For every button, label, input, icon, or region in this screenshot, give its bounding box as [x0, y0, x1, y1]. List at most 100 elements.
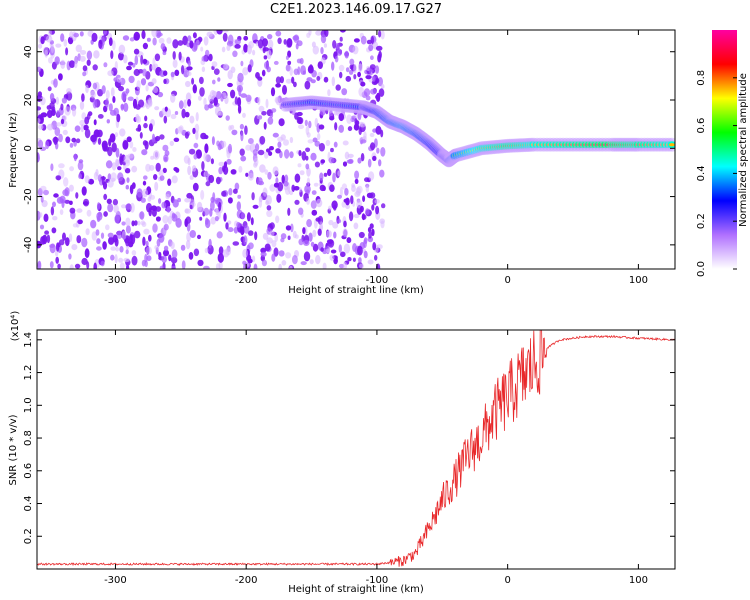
noise-speckle	[121, 204, 127, 209]
noise-speckle	[86, 50, 93, 60]
noise-speckle	[289, 151, 294, 159]
colorbar-tick-label: 0.2	[696, 213, 707, 229]
noise-speckle	[244, 125, 248, 135]
noise-speckle	[152, 86, 159, 94]
noise-speckle	[345, 67, 350, 73]
noise-speckle	[84, 175, 90, 184]
noise-speckle	[344, 50, 349, 59]
noise-speckle	[207, 244, 214, 255]
noise-speckle	[200, 46, 204, 52]
noise-speckle	[294, 199, 300, 205]
noise-speckle	[110, 254, 115, 261]
y-tick-label: 1.4	[23, 332, 34, 348]
noise-speckle	[350, 195, 354, 205]
noise-speckle	[153, 174, 158, 180]
noise-speckle	[304, 184, 311, 194]
noise-speckle	[82, 65, 88, 72]
noise-speckle	[345, 204, 350, 210]
noise-speckle	[232, 241, 240, 246]
noise-speckle	[276, 193, 282, 203]
noise-speckle	[262, 232, 269, 240]
snr-frame	[36, 329, 676, 570]
noise-speckle	[148, 234, 152, 242]
noise-speckle	[73, 32, 79, 38]
noise-speckle	[146, 37, 151, 42]
noise-speckle	[269, 230, 275, 237]
snr-background	[37, 330, 675, 569]
noise-speckle	[353, 222, 359, 230]
noise-speckle	[266, 49, 272, 60]
noise-speckle	[145, 84, 149, 92]
noise-speckle	[291, 184, 296, 192]
noise-speckle	[223, 212, 227, 222]
noise-speckle	[74, 263, 81, 269]
noise-speckle	[242, 248, 248, 258]
noise-speckle	[163, 154, 169, 163]
snr-y-axis-label: SNR (10 * v/v)	[8, 414, 19, 485]
noise-speckle	[162, 249, 170, 257]
noise-speckle	[60, 118, 65, 125]
noise-speckle	[377, 53, 382, 63]
noise-speckle	[351, 185, 356, 192]
noise-speckle	[225, 222, 229, 230]
noise-speckle	[163, 245, 169, 252]
noise-speckle	[81, 237, 88, 248]
noise-speckle	[242, 112, 246, 118]
noise-speckle	[257, 76, 263, 81]
noise-speckle	[187, 60, 191, 67]
noise-speckle	[370, 55, 374, 60]
noise-speckle	[230, 89, 236, 99]
noise-speckle	[107, 203, 114, 213]
noise-speckle	[188, 148, 196, 155]
noise-speckle	[86, 59, 91, 66]
noise-speckle	[186, 192, 193, 199]
noise-speckle	[142, 42, 148, 50]
snr-y-exponent-label: (x10⁴)	[10, 311, 21, 342]
noise-speckle	[299, 170, 305, 176]
noise-speckle	[77, 219, 83, 225]
noise-speckle	[93, 262, 97, 269]
noise-speckle	[183, 155, 190, 164]
noise-speckle	[226, 44, 231, 52]
noise-speckle	[242, 67, 249, 76]
noise-speckle	[237, 97, 242, 107]
noise-speckle	[43, 189, 49, 196]
noise-speckle	[319, 221, 323, 230]
noise-speckle	[199, 216, 203, 221]
noise-speckle	[203, 97, 207, 106]
noise-speckle	[314, 161, 320, 168]
noise-speckle	[137, 69, 144, 74]
noise-speckle	[60, 33, 65, 42]
noise-speckle	[101, 85, 106, 94]
noise-speckle	[272, 166, 279, 176]
noise-speckle	[222, 165, 226, 172]
noise-speckle	[107, 70, 114, 77]
noise-speckle	[68, 60, 76, 68]
noise-speckle	[358, 127, 362, 135]
noise-speckle	[123, 54, 128, 64]
noise-speckle	[352, 257, 356, 262]
noise-speckle	[333, 141, 338, 148]
noise-speckle	[264, 243, 271, 252]
noise-speckle	[266, 205, 272, 211]
noise-speckle	[123, 165, 127, 170]
noise-speckle	[214, 197, 222, 203]
noise-speckle	[372, 75, 376, 82]
noise-speckle	[120, 104, 125, 111]
noise-speckle	[81, 257, 88, 266]
noise-speckle	[84, 248, 90, 259]
noise-speckle	[136, 188, 143, 198]
noise-speckle	[328, 156, 335, 164]
noise-speckle	[201, 66, 206, 73]
noise-speckle	[125, 203, 132, 210]
noise-speckle	[105, 224, 110, 231]
noise-speckle	[188, 252, 194, 260]
noise-speckle	[171, 265, 176, 269]
noise-speckle	[206, 31, 213, 37]
noise-speckle	[306, 132, 311, 138]
noise-speckle	[39, 212, 43, 218]
noise-speckle	[152, 37, 157, 46]
noise-speckle	[123, 102, 129, 113]
x-tick-label: -300	[104, 575, 127, 586]
noise-speckle	[264, 151, 269, 159]
